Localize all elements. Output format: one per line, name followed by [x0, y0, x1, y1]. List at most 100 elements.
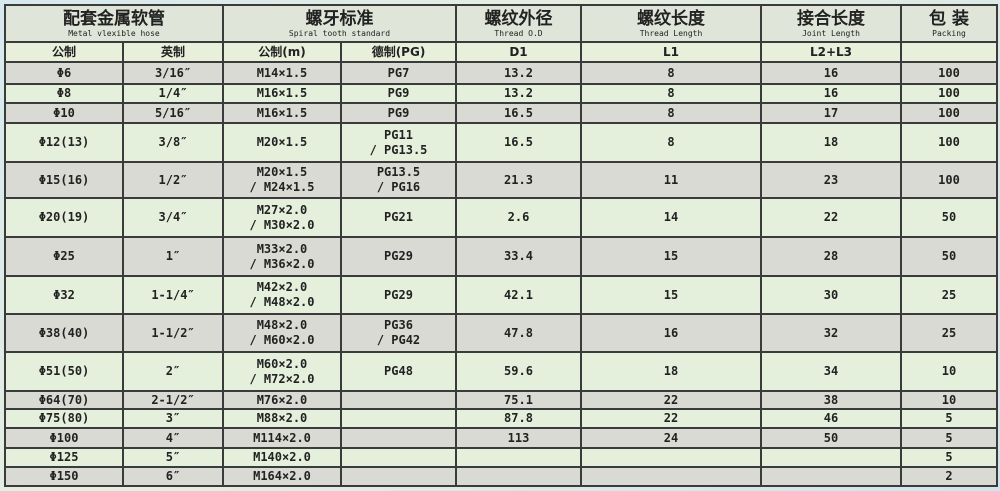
- header-hose-cn: 配套金属软管: [63, 8, 165, 29]
- table-cell: 3/4″: [122, 197, 224, 238]
- table-cell: 5/16″: [122, 102, 224, 124]
- table-cell: 59.6: [455, 351, 582, 392]
- table-cell: M16×1.5: [222, 102, 342, 124]
- table-cell: 11: [580, 161, 762, 199]
- header-row: 配套金属软管 Metal vlexible hose 螺牙标准 Spiral too…: [4, 4, 998, 43]
- table-cell: 6″: [122, 466, 224, 487]
- table-cell: Φ64(70): [4, 390, 124, 410]
- table-cell: 1/2″: [122, 161, 224, 199]
- table-row: Φ32 1-1/4″ M42×2.0 / M48×2.0 PG29 42.1 15 30 25: [4, 275, 998, 315]
- header-pk: 包 装 Packing: [900, 4, 998, 43]
- table-cell: 22: [580, 408, 762, 429]
- table-cell: PG29: [340, 275, 457, 315]
- table-cell: Φ6: [4, 61, 124, 85]
- table-cell: 14: [580, 197, 762, 238]
- table-cell: M42×2.0 / M48×2.0: [222, 275, 342, 315]
- table-cell: 30: [760, 275, 902, 315]
- table-cell: [340, 427, 457, 449]
- header-tl-en: Thread Length: [639, 28, 703, 38]
- header-od-en: Thread O.D: [494, 28, 543, 38]
- table-cell: 8: [580, 61, 762, 85]
- table-cell: 100: [900, 161, 998, 199]
- table-cell: [340, 408, 457, 429]
- table-cell: Φ150: [4, 466, 124, 487]
- table-cell: 10: [900, 351, 998, 392]
- table-cell: 1/4″: [122, 83, 224, 104]
- header-pk-en: Packing: [932, 28, 966, 38]
- table-cell: Φ15(16): [4, 161, 124, 199]
- table-cell: 47.8: [455, 313, 582, 353]
- table-cell: 24: [580, 427, 762, 449]
- header-od: 螺纹外径 Thread O.D: [455, 4, 582, 43]
- table-cell: 100: [900, 61, 998, 85]
- header-jl-cn: 接合长度: [797, 8, 865, 29]
- table-cell: 18: [760, 122, 902, 163]
- table-cell: M60×2.0 / M72×2.0: [222, 351, 342, 392]
- table-cell: 33.4: [455, 236, 582, 277]
- table-cell: [340, 447, 457, 468]
- subheader-cell: 德制(PG): [340, 41, 457, 63]
- subheader-cell: 公制(m): [222, 41, 342, 63]
- table-cell: 1″: [122, 236, 224, 277]
- table-cell: [580, 466, 762, 487]
- table-cell: 16.5: [455, 122, 582, 163]
- subheader-cell: L2+L3: [760, 41, 902, 63]
- table-cell: 15: [580, 236, 762, 277]
- table-cell: PG11 / PG13.5: [340, 122, 457, 163]
- table-cell: Φ38(40): [4, 313, 124, 353]
- table-cell: M27×2.0 / M30×2.0: [222, 197, 342, 238]
- table-cell: 21.3: [455, 161, 582, 199]
- table-cell: 3/16″: [122, 61, 224, 85]
- table-cell: 2″: [122, 351, 224, 392]
- table-cell: PG7: [340, 61, 457, 85]
- table-row: Φ15(16) 1/2″ M20×1.5 / M24×1.5 PG13.5 / PG1…: [4, 161, 998, 199]
- table-cell: 4″: [122, 427, 224, 449]
- table-cell: 32: [760, 313, 902, 353]
- table-row: Φ12(13) 3/8″ M20×1.5 PG11 / PG13.5 16.5 8 18 10…: [4, 122, 998, 163]
- table-cell: [455, 447, 582, 468]
- table-cell: 5: [900, 447, 998, 468]
- header-tl-cn: 螺纹长度: [637, 8, 705, 29]
- table-cell: M164×2.0: [222, 466, 342, 487]
- table-row: Φ100 4″ M114×2.0 113 24 50 5: [4, 427, 998, 449]
- subheader-row: 公制 英制 公制(m) 德制(PG) D1 L1 L2+L3: [4, 41, 998, 63]
- table-cell: 8: [580, 102, 762, 124]
- table-row: Φ51(50) 2″ M60×2.0 / M72×2.0 PG48 59.6 18 34 10: [4, 351, 998, 392]
- table-cell: 42.1: [455, 275, 582, 315]
- table-cell: Φ12(13): [4, 122, 124, 163]
- table-cell: [760, 447, 902, 468]
- table-cell: 100: [900, 122, 998, 163]
- table-cell: 1-1/4″: [122, 275, 224, 315]
- table-cell: 5: [900, 408, 998, 429]
- table-cell: 22: [580, 390, 762, 410]
- table-cell: 17: [760, 102, 902, 124]
- table-cell: 113: [455, 427, 582, 449]
- header-thread-en: Spiral tooth standard: [288, 28, 391, 38]
- table-cell: 16: [580, 313, 762, 353]
- header-hose: 配套金属软管 Metal vlexible hose: [4, 4, 224, 43]
- table-row: Φ38(40) 1-1/2″ M48×2.0 / M60×2.0 PG36 / PG4…: [4, 313, 998, 353]
- table-cell: Φ10: [4, 102, 124, 124]
- table-cell: M20×1.5: [222, 122, 342, 163]
- table-cell: PG13.5 / PG16: [340, 161, 457, 199]
- table-cell: Φ100: [4, 427, 124, 449]
- table-cell: Φ25: [4, 236, 124, 277]
- table-cell: 100: [900, 102, 998, 124]
- table-cell: 23: [760, 161, 902, 199]
- table-cell: [580, 447, 762, 468]
- table-cell: 13.2: [455, 83, 582, 104]
- table-cell: 25: [900, 313, 998, 353]
- header-jl: 接合长度 Joint Length: [760, 4, 902, 43]
- table-cell: Φ75(80): [4, 408, 124, 429]
- table-cell: Φ20(19): [4, 197, 124, 238]
- table-cell: 3″: [122, 408, 224, 429]
- header-hose-en: Metal vlexible hose: [68, 28, 160, 38]
- table-cell: 8: [580, 83, 762, 104]
- subheader-cell: D1: [455, 41, 582, 63]
- spec-table: 配套金属软管 Metal vlexible hose 螺牙标准 Spiral too…: [4, 4, 998, 487]
- table-cell: 10: [900, 390, 998, 410]
- table-row: Φ125 5″ M140×2.0 5: [4, 447, 998, 468]
- table-cell: 3/8″: [122, 122, 224, 163]
- header-tl: 螺纹长度 Thread Length: [580, 4, 762, 43]
- table-cell: Φ125: [4, 447, 124, 468]
